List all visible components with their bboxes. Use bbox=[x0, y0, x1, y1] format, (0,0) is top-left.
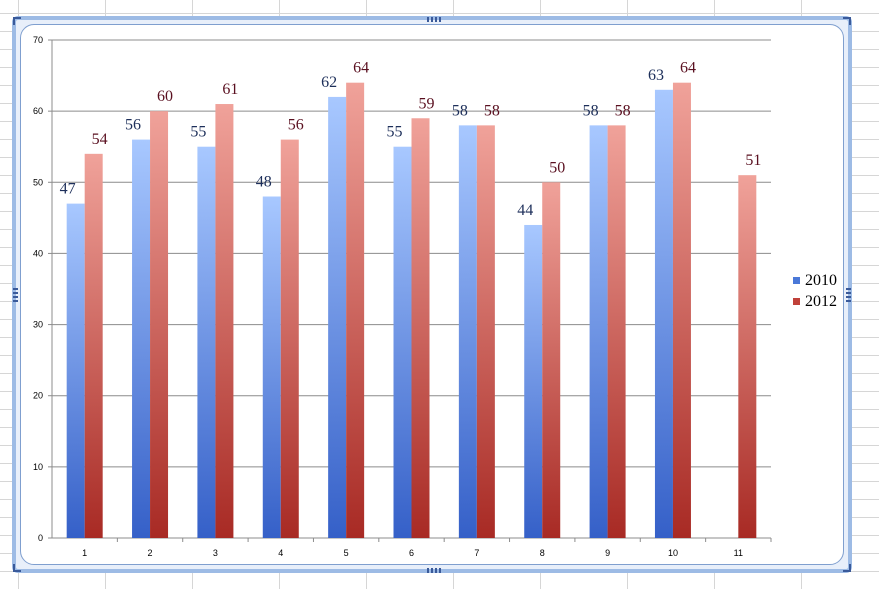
bar-series-2012-cat-6 bbox=[411, 118, 430, 538]
y-tick-label: 0 bbox=[38, 533, 43, 543]
x-tick-label: 7 bbox=[474, 548, 479, 558]
bar-series-2010-cat-4 bbox=[262, 196, 281, 538]
legend-label-2012: 2012 bbox=[805, 293, 837, 310]
x-tick-label: 1 bbox=[82, 548, 87, 558]
x-tick-label: 9 bbox=[605, 548, 610, 558]
bar-series-2012-cat-1 bbox=[84, 153, 103, 539]
x-tick-label: 4 bbox=[278, 548, 283, 558]
data-label-series-2012-cat-6: 59 bbox=[419, 95, 435, 112]
bar-series-2012-cat-7 bbox=[476, 125, 495, 538]
bar-series-2012-cat-4 bbox=[280, 139, 299, 538]
data-label-series-2012-cat-5: 64 bbox=[353, 60, 369, 77]
bottom-resize-handle[interactable] bbox=[427, 568, 441, 573]
y-tick-label: 10 bbox=[33, 462, 43, 472]
bar-series-2010-cat-1 bbox=[66, 203, 85, 538]
data-label-series-2010-cat-1: 47 bbox=[60, 181, 76, 198]
data-label-series-2010-cat-2: 56 bbox=[125, 117, 141, 134]
data-label-series-2012-cat-4: 56 bbox=[288, 117, 304, 134]
data-label-series-2010-cat-8: 44 bbox=[517, 202, 533, 219]
legend-swatch-2010 bbox=[793, 277, 800, 284]
data-label-series-2010-cat-6: 55 bbox=[387, 124, 403, 141]
data-label-series-2010-cat-10: 63 bbox=[648, 67, 664, 84]
bar-series-2010-cat-9 bbox=[589, 125, 608, 538]
bar-series-2012-cat-5 bbox=[346, 82, 365, 538]
legend-label-2010: 2010 bbox=[805, 272, 837, 289]
bar-series-2012-cat-3 bbox=[215, 104, 234, 539]
x-tick-label: 11 bbox=[734, 548, 743, 558]
x-tick-label: 3 bbox=[213, 548, 218, 558]
bar-series-2010-cat-3 bbox=[197, 146, 216, 538]
legend-swatch-2012 bbox=[793, 298, 800, 305]
data-label-series-2012-cat-9: 58 bbox=[615, 102, 631, 119]
x-tick-label: 6 bbox=[409, 548, 414, 558]
data-label-series-2012-cat-1: 54 bbox=[92, 131, 108, 148]
bar-series-2010-cat-7 bbox=[458, 125, 477, 538]
data-label-series-2010-cat-5: 62 bbox=[321, 74, 337, 91]
data-label-series-2010-cat-7: 58 bbox=[452, 102, 468, 119]
y-tick-label: 70 bbox=[33, 35, 43, 45]
bar-series-2010-cat-8 bbox=[524, 224, 543, 538]
x-tick-label: 2 bbox=[148, 548, 153, 558]
data-label-series-2010-cat-4: 48 bbox=[256, 174, 272, 191]
top-right-resize-handle[interactable] bbox=[843, 17, 851, 25]
y-tick-label: 20 bbox=[33, 391, 43, 401]
data-label-series-2012-cat-3: 61 bbox=[222, 81, 238, 98]
bar-series-2012-cat-10 bbox=[672, 82, 691, 538]
bottom-right-resize-handle[interactable] bbox=[843, 564, 851, 572]
top-left-resize-handle[interactable] bbox=[13, 17, 21, 25]
bar-series-2010-cat-2 bbox=[132, 139, 151, 538]
bar-series-2012-cat-9 bbox=[607, 125, 626, 538]
bar-series-2010-cat-5 bbox=[328, 96, 347, 539]
data-label-series-2012-cat-2: 60 bbox=[157, 88, 173, 105]
y-tick-label: 30 bbox=[33, 320, 43, 330]
data-label-series-2012-cat-11: 51 bbox=[745, 152, 761, 169]
bar-series-2012-cat-2 bbox=[150, 111, 169, 539]
bar-series-2010-cat-6 bbox=[393, 146, 412, 538]
data-label-series-2012-cat-7: 58 bbox=[484, 102, 500, 119]
bar-series-2012-cat-8 bbox=[542, 182, 561, 539]
data-label-series-2010-cat-9: 58 bbox=[583, 102, 599, 119]
left-resize-handle[interactable] bbox=[13, 288, 18, 302]
y-tick-label: 50 bbox=[33, 177, 43, 187]
top-resize-handle[interactable] bbox=[427, 17, 441, 22]
x-tick-label: 5 bbox=[344, 548, 349, 558]
bar-series-2010-cat-10 bbox=[654, 89, 673, 539]
data-label-series-2012-cat-10: 64 bbox=[680, 60, 696, 77]
bar-series-2012-cat-11 bbox=[738, 175, 757, 538]
x-tick-label: 8 bbox=[540, 548, 545, 558]
data-label-series-2012-cat-8: 50 bbox=[549, 159, 565, 176]
data-label-series-2010-cat-3: 55 bbox=[190, 124, 206, 141]
x-tick-label: 10 bbox=[668, 548, 678, 558]
y-tick-label: 40 bbox=[33, 248, 43, 258]
bottom-left-resize-handle[interactable] bbox=[13, 564, 21, 572]
y-tick-label: 60 bbox=[33, 106, 43, 116]
right-resize-handle[interactable] bbox=[846, 288, 851, 302]
